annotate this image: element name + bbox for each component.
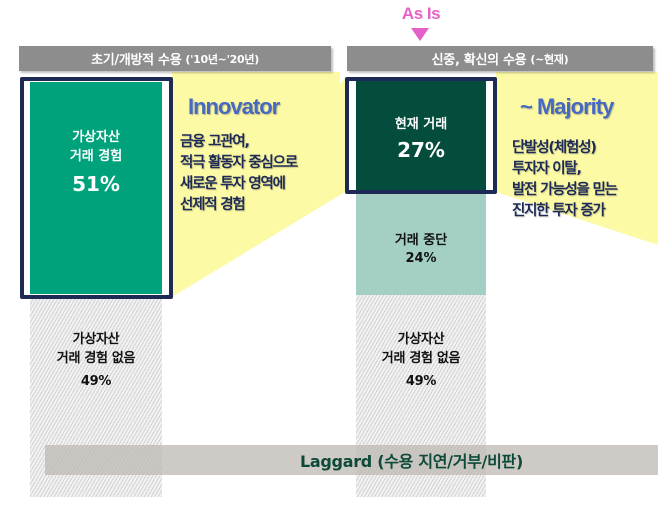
column-header-early: 초기/개방적 수용 ('10년~'20년) <box>19 46 331 71</box>
laggard-label: Laggard (수용 지연/거부/비판) <box>300 452 523 471</box>
column-header-current: 신중, 확신의 수용 (~현재) <box>347 46 653 71</box>
callout-line: 단발성(체험성) <box>512 140 597 156</box>
innovator-wedge <box>172 72 340 297</box>
segment-label: 가상자산 <box>397 332 445 347</box>
callout-line: 진지한 투자 증가 <box>512 203 606 219</box>
right-highlight-frame <box>345 77 497 194</box>
down-arrow-icon <box>411 28 429 41</box>
innovator-description: 금융 고관여, 적극 활동자 중심으로 새로운 투자 영역에 선제적 경험 <box>180 132 298 216</box>
callout-line: 발전 가능성을 믿는 <box>512 182 618 198</box>
segment-label: 가상자산 <box>72 332 120 347</box>
segment-percent: 49% <box>80 374 112 389</box>
segment-label: 가상자산 <box>72 130 120 145</box>
segment-percent: 51% <box>72 172 120 196</box>
majority-description: 단발성(체험성) 투자자 이탈, 발전 가능성을 믿는 진지한 투자 증가 <box>512 138 618 222</box>
left-highlight-frame <box>20 77 173 299</box>
right-stopped-segment: 거래 중단 24% <box>356 192 486 295</box>
callout-line: 투자자 이탈, <box>512 161 582 177</box>
header-period: (~현재) <box>530 52 569 66</box>
as-is-label: As Is <box>401 4 441 23</box>
segment-percent: 24% <box>405 251 437 266</box>
segment-label: 거래 중단 <box>394 233 448 248</box>
callout-line: 금융 고관여, <box>180 134 250 150</box>
segment-label: 거래 경험 없음 <box>381 351 461 366</box>
right-no-experience-label: 가상자산 거래 경험 없음 49% <box>356 330 486 391</box>
transition-wedge <box>172 78 345 297</box>
segment-label: 현재 거래 <box>394 117 448 132</box>
majority-title: ~ Majority <box>520 94 614 119</box>
laggard-band <box>45 445 658 475</box>
header-period: ('10년~'20년) <box>185 52 259 66</box>
callout-line: 적극 활동자 중심으로 <box>180 155 298 171</box>
right-current-segment: 현재 거래 27% <box>356 80 486 192</box>
left-no-experience-label: 가상자산 거래 경험 없음 49% <box>30 330 162 391</box>
left-experienced-segment: 가상자산 거래 경험 51% <box>30 82 162 294</box>
callout-line: 선제적 경험 <box>180 197 246 213</box>
header-title: 초기/개방적 수용 <box>91 53 182 68</box>
segment-percent: 27% <box>397 138 445 162</box>
callout-line: 새로운 투자 영역에 <box>180 176 286 192</box>
innovator-title: Innovator <box>188 94 280 119</box>
majority-wedge <box>496 72 658 245</box>
segment-label: 거래 경험 <box>69 149 123 164</box>
segment-percent: 49% <box>405 374 437 389</box>
segment-label: 거래 경험 없음 <box>56 351 136 366</box>
header-title: 신중, 확신의 수용 <box>431 53 527 68</box>
